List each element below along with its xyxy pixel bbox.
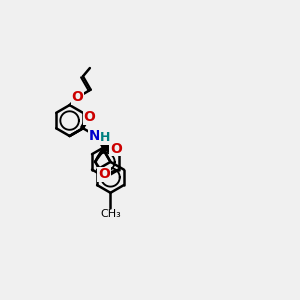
Text: O: O — [71, 90, 83, 104]
Text: CH₃: CH₃ — [100, 208, 121, 219]
Text: O: O — [84, 110, 95, 124]
Text: N: N — [89, 129, 101, 143]
Text: O: O — [98, 167, 110, 182]
Text: O: O — [110, 142, 122, 155]
Text: H: H — [100, 131, 110, 144]
